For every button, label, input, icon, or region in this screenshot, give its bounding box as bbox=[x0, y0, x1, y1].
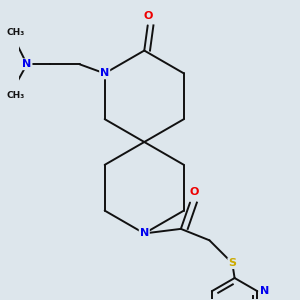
Text: O: O bbox=[190, 187, 199, 197]
Text: N: N bbox=[100, 68, 109, 78]
Text: CH₃: CH₃ bbox=[6, 28, 25, 37]
Text: CH₃: CH₃ bbox=[6, 91, 25, 100]
Text: O: O bbox=[143, 11, 152, 21]
Text: N: N bbox=[140, 229, 149, 238]
Text: S: S bbox=[228, 258, 236, 268]
Text: N: N bbox=[22, 59, 32, 69]
Text: N: N bbox=[260, 286, 269, 296]
